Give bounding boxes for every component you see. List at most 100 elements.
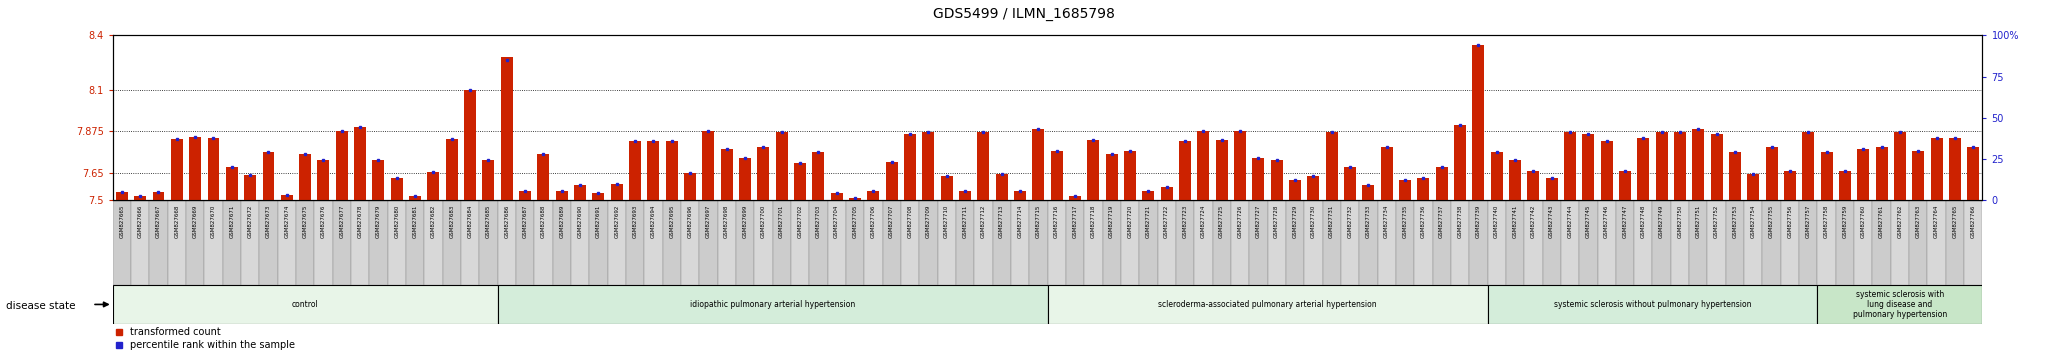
Bar — [205, 200, 223, 285]
Text: GSM827753: GSM827753 — [1733, 204, 1737, 238]
Text: GSM827765: GSM827765 — [1952, 204, 1958, 238]
Bar — [1579, 200, 1597, 285]
Text: GSM827666: GSM827666 — [137, 204, 143, 238]
Bar — [1839, 171, 1851, 200]
Text: GSM827716: GSM827716 — [1055, 204, 1059, 238]
Bar — [537, 154, 549, 200]
Text: GSM827695: GSM827695 — [670, 204, 674, 238]
Text: GSM827759: GSM827759 — [1843, 204, 1847, 238]
Bar — [260, 200, 279, 285]
Bar — [262, 153, 274, 200]
Text: GSM827718: GSM827718 — [1092, 204, 1096, 238]
Bar — [1671, 200, 1690, 285]
Bar — [903, 134, 915, 200]
Text: GSM827733: GSM827733 — [1366, 204, 1370, 238]
Bar — [152, 192, 164, 200]
Bar — [864, 200, 883, 285]
Text: GSM827763: GSM827763 — [1915, 204, 1921, 238]
Text: GSM827721: GSM827721 — [1147, 204, 1151, 238]
Bar — [1473, 45, 1485, 200]
Text: GSM827739: GSM827739 — [1477, 204, 1481, 238]
Bar — [1950, 138, 1960, 200]
Text: GSM827725: GSM827725 — [1219, 204, 1225, 238]
Text: GSM827724: GSM827724 — [1200, 204, 1206, 238]
Bar — [354, 127, 367, 200]
Text: percentile rank within the sample: percentile rank within the sample — [129, 340, 295, 350]
Text: GSM827726: GSM827726 — [1237, 204, 1243, 238]
Bar — [827, 200, 846, 285]
Bar — [1708, 200, 1726, 285]
Bar — [317, 160, 330, 200]
Bar — [754, 200, 772, 285]
Text: GSM827758: GSM827758 — [1825, 204, 1829, 238]
Bar — [1397, 200, 1415, 285]
Text: GSM827665: GSM827665 — [119, 204, 125, 238]
Bar — [1913, 151, 1925, 200]
Bar — [795, 164, 807, 200]
Text: GSM827766: GSM827766 — [1970, 204, 1976, 238]
Bar — [1673, 132, 1686, 200]
Bar — [518, 191, 530, 200]
Text: GSM827687: GSM827687 — [522, 204, 528, 238]
Bar — [406, 200, 424, 285]
Bar — [735, 200, 754, 285]
Text: GSM827730: GSM827730 — [1311, 204, 1317, 238]
Text: GSM827723: GSM827723 — [1182, 204, 1188, 238]
Bar — [975, 200, 993, 285]
Bar — [1157, 200, 1176, 285]
Bar — [995, 175, 1008, 200]
Bar — [1546, 178, 1559, 200]
Text: GSM827677: GSM827677 — [340, 204, 344, 238]
Bar — [1890, 200, 1909, 285]
Bar — [1927, 200, 1946, 285]
Bar — [1360, 200, 1378, 285]
Text: GSM827680: GSM827680 — [395, 204, 399, 238]
Text: GSM827741: GSM827741 — [1513, 204, 1518, 238]
Bar — [1602, 142, 1612, 200]
Bar — [483, 160, 494, 200]
Bar — [1432, 200, 1450, 285]
Bar — [131, 200, 150, 285]
Text: GSM827762: GSM827762 — [1896, 204, 1903, 238]
Text: transformed count: transformed count — [129, 327, 221, 337]
Bar — [1931, 138, 1944, 200]
Bar — [1561, 200, 1579, 285]
Bar — [1380, 147, 1393, 200]
Bar — [1817, 200, 1835, 285]
Text: GSM827736: GSM827736 — [1421, 204, 1425, 238]
Bar — [516, 200, 535, 285]
Bar — [1858, 149, 1870, 200]
Bar — [1124, 151, 1137, 200]
Text: GSM827674: GSM827674 — [285, 204, 289, 238]
Bar — [1270, 160, 1282, 200]
Text: idiopathic pulmonary arterial hypertension: idiopathic pulmonary arterial hypertensi… — [690, 300, 856, 309]
Bar — [1565, 132, 1577, 200]
Text: GSM827760: GSM827760 — [1862, 204, 1866, 238]
Bar — [117, 192, 127, 200]
Bar — [850, 198, 860, 200]
Bar — [647, 142, 659, 200]
Text: GSM827711: GSM827711 — [963, 204, 967, 238]
Bar — [1217, 139, 1227, 200]
Bar — [1817, 285, 1982, 324]
Bar — [1784, 171, 1796, 200]
Bar — [1729, 153, 1741, 200]
Bar — [170, 139, 182, 200]
Bar — [831, 193, 842, 200]
Bar — [188, 137, 201, 200]
Bar — [1692, 129, 1704, 200]
Bar — [1747, 175, 1759, 200]
Bar — [446, 139, 459, 200]
Bar — [350, 200, 369, 285]
Bar — [299, 154, 311, 200]
Text: GSM827756: GSM827756 — [1788, 204, 1792, 238]
Text: GSM827757: GSM827757 — [1806, 204, 1810, 238]
Text: GSM827717: GSM827717 — [1073, 204, 1077, 238]
Bar — [387, 200, 406, 285]
Bar — [1102, 200, 1120, 285]
Bar — [666, 142, 678, 200]
Bar — [590, 200, 608, 285]
Text: GSM827668: GSM827668 — [174, 204, 180, 238]
Bar — [776, 132, 788, 200]
Bar — [424, 200, 442, 285]
